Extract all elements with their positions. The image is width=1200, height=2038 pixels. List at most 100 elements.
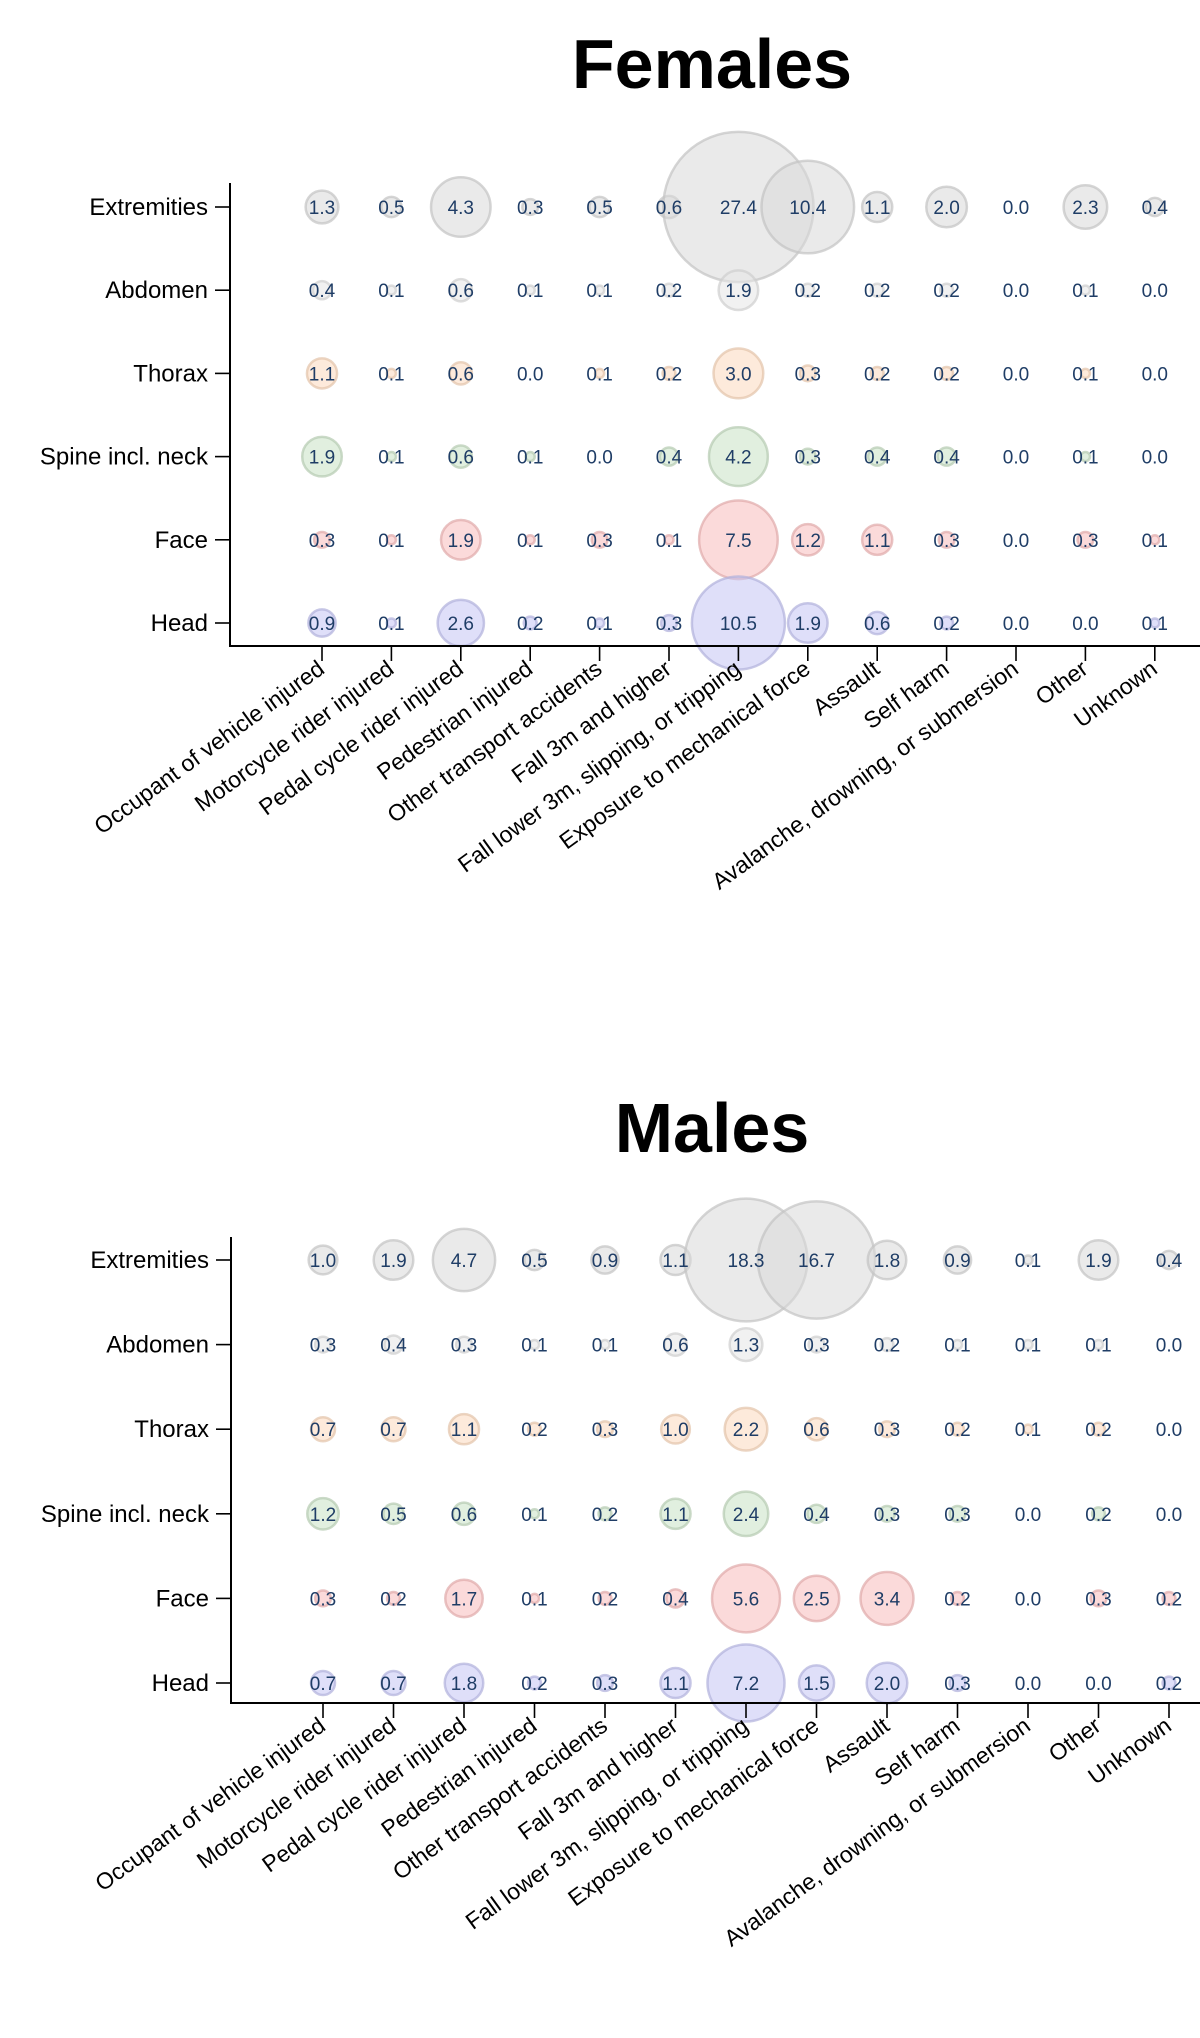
bubble (866, 446, 888, 467)
bubble-value-label: 0.3 (944, 1674, 970, 1695)
bubble (385, 1590, 402, 1607)
bubble-value-label: 0.6 (662, 1336, 688, 1357)
bubble (661, 282, 677, 298)
bubble (593, 284, 606, 296)
bubble-value-label: 10.4 (789, 198, 826, 219)
bubble-value-label: 0.1 (521, 1589, 547, 1610)
bubble-value-label: 1.1 (662, 1251, 688, 1272)
y-tick-label: Extremities (90, 1247, 209, 1274)
bubble-value-label: 0.0 (1142, 364, 1168, 385)
bubble-value-label: 0.9 (309, 614, 335, 635)
bubble (760, 159, 856, 255)
bubble (1079, 367, 1092, 380)
chart-title: Females (572, 25, 852, 103)
bubble-value-label: 0.3 (803, 1336, 829, 1357)
bubble (1090, 1506, 1107, 1522)
y-tick-label: Thorax (134, 1416, 209, 1443)
bubble (877, 1504, 897, 1523)
bubble (869, 282, 885, 298)
bubble-value-label: 0.1 (1142, 614, 1168, 635)
bubble (800, 282, 816, 298)
bubble (663, 534, 675, 546)
bubble-value-label: 2.0 (933, 198, 959, 219)
y-tick-label: Abdomen (106, 1332, 209, 1359)
bubble (383, 1334, 404, 1355)
bubble-value-label: 0.1 (586, 614, 612, 635)
bubble (1144, 196, 1166, 218)
bubble-value-label: 1.9 (448, 531, 474, 552)
bubble-value-label: 0.6 (864, 614, 890, 635)
chart-title: Males (615, 1089, 810, 1167)
bubble (522, 615, 538, 631)
bubble-value-label: 0.5 (586, 198, 612, 219)
bubble (588, 195, 611, 219)
bubble (448, 444, 474, 469)
bubble-value-label: 0.4 (380, 1336, 407, 1357)
bubble (948, 1673, 967, 1693)
bubble-value-label: 1.1 (451, 1420, 477, 1441)
bubble-value-label: 0.1 (1072, 364, 1098, 385)
bubble-value-label: 0.2 (592, 1505, 618, 1526)
bubble-value-label: 0.3 (592, 1674, 618, 1695)
bubble-value-label: 0.2 (521, 1420, 547, 1441)
bubble-value-label: 1.9 (725, 281, 751, 302)
bubble-value-label: 0.9 (944, 1251, 970, 1272)
bubble-value-label: 0.0 (1156, 1336, 1182, 1357)
bubble-value-label: 0.0 (517, 364, 543, 385)
bubble-value-label: 0.5 (378, 198, 404, 219)
bubble-value-label: 0.0 (1003, 364, 1029, 385)
bubble-value-label: 0.2 (380, 1589, 406, 1610)
bubble (311, 279, 333, 301)
bubble-value-label: 0.7 (310, 1674, 336, 1695)
bubble-value-label: 0.6 (803, 1420, 829, 1441)
bubble (385, 617, 398, 629)
bubble-value-label: 0.4 (1142, 198, 1169, 219)
bubble (380, 1415, 407, 1443)
bubble-value-label: 0.3 (874, 1420, 900, 1441)
bubble (307, 1244, 339, 1276)
bubble-value-label: 0.3 (933, 531, 959, 552)
bubble (949, 1421, 966, 1437)
bubble (304, 189, 340, 225)
bubble-value-label: 0.2 (944, 1589, 970, 1610)
bubble (385, 367, 398, 380)
bubble (590, 530, 609, 549)
bubble (523, 1248, 546, 1272)
bubble-value-label: 1.1 (662, 1674, 688, 1695)
bubble-value-label: 0.2 (592, 1589, 618, 1610)
bubble-value-label: 0.2 (1085, 1505, 1111, 1526)
bubble-value-label: 0.3 (310, 1589, 336, 1610)
bubble (454, 1335, 474, 1354)
bubble-value-label: 0.1 (378, 448, 404, 469)
bubble (313, 1335, 333, 1354)
females-panel: Females 1.3 0.5 4.3 0.3 0.5 0.6 27.4 10.4 1.1 2.0… (40, 25, 1200, 894)
bubble-value-label: 0.3 (944, 1505, 970, 1526)
bubble (429, 175, 492, 239)
bubble (385, 450, 398, 463)
bubble-value-label: 2.4 (733, 1505, 760, 1526)
bubble (949, 1590, 966, 1607)
bubble-value-label: 0.2 (521, 1674, 547, 1695)
bubble (1022, 1338, 1034, 1351)
bubble (786, 601, 829, 645)
bubble (879, 1336, 895, 1353)
bubble-value-label: 1.8 (874, 1251, 900, 1272)
bubble (925, 185, 969, 229)
bubble-value-label: 0.3 (1072, 531, 1098, 552)
bubble-value-label: 0.0 (1156, 1420, 1182, 1441)
bubble-value-label: 0.1 (521, 1505, 547, 1526)
bubble (590, 1245, 620, 1275)
bubble (807, 1335, 826, 1354)
bubble-value-label: 0.6 (448, 364, 474, 385)
y-tick-label: Spine incl. neck (40, 444, 209, 471)
y-tick-label: Thorax (133, 360, 208, 387)
bubble-value-label: 0.0 (1015, 1674, 1041, 1695)
bubble-value-label: 10.5 (720, 614, 757, 635)
bubble-value-label: 1.7 (451, 1589, 477, 1610)
bubble-value-label: 1.2 (310, 1505, 336, 1526)
bubble-value-label: 3.0 (725, 364, 751, 385)
bubble (526, 1421, 543, 1437)
bubble (372, 1238, 415, 1282)
bubble (860, 523, 894, 557)
bubble-value-label: 2.6 (448, 614, 474, 635)
